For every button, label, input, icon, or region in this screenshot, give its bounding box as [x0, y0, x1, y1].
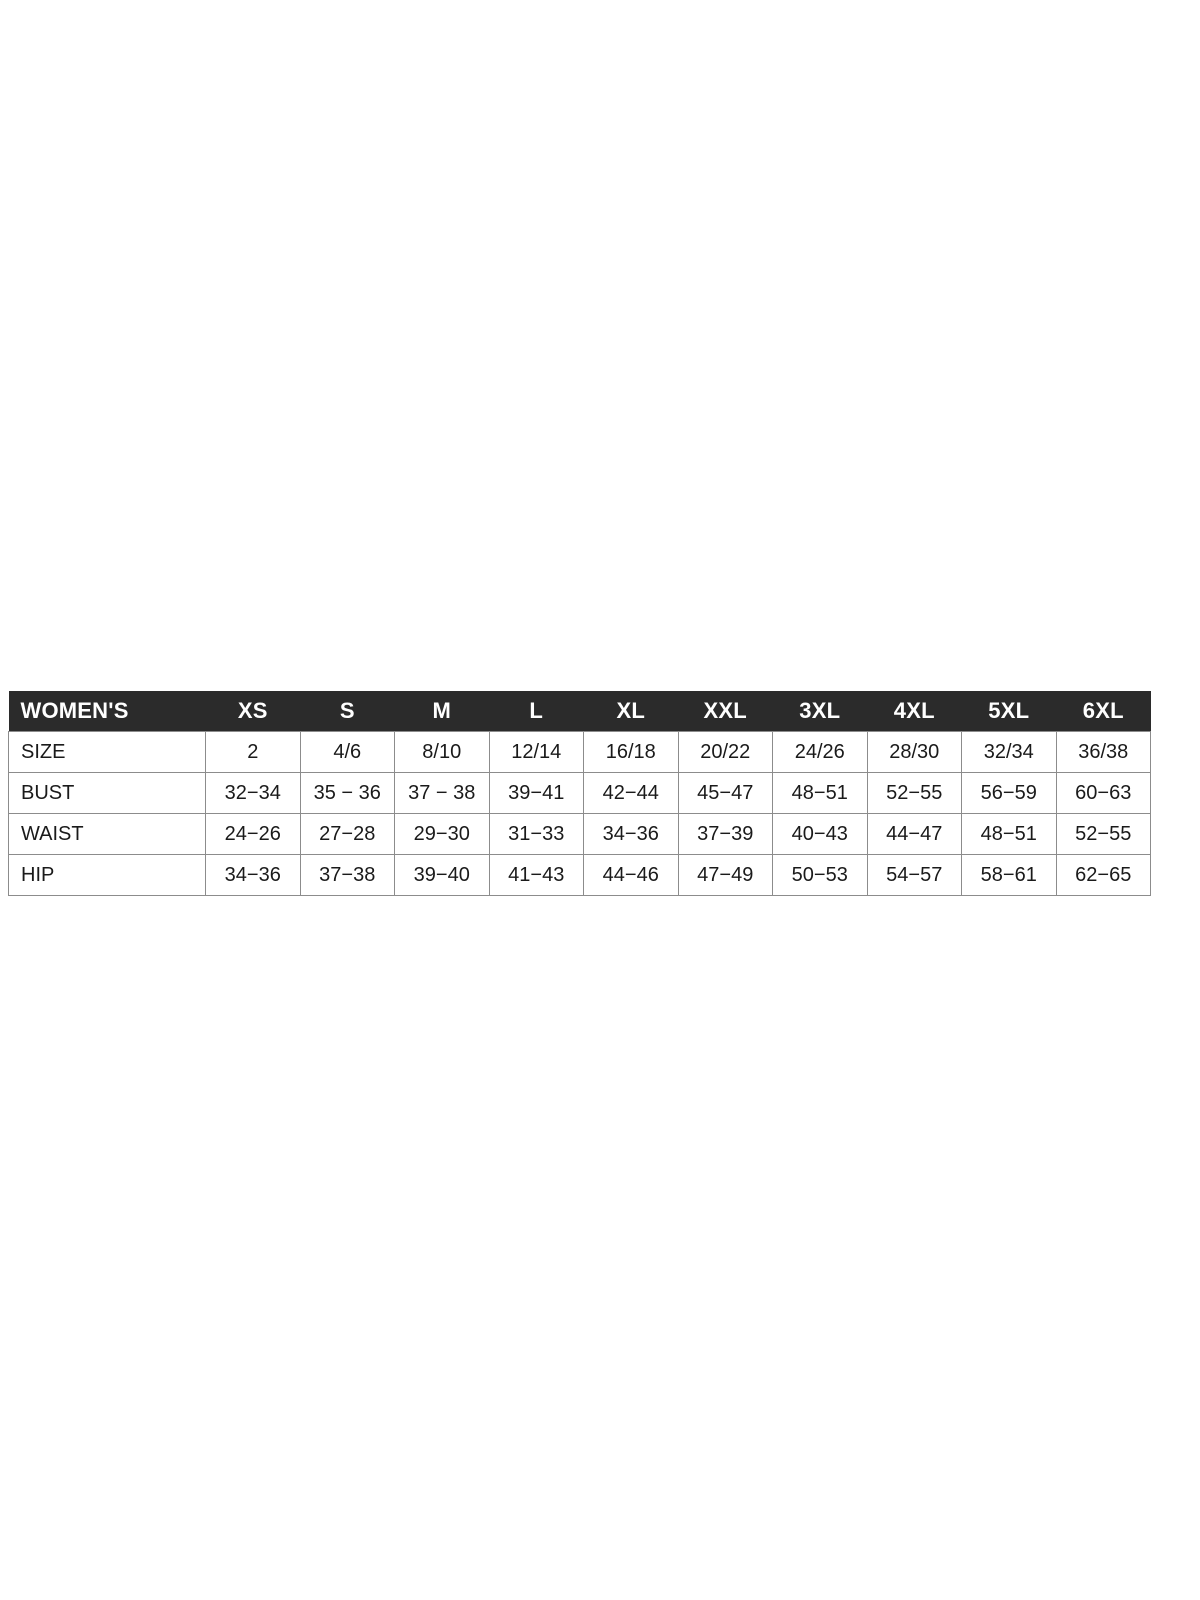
- cell-bust-m: 37 − 38: [394, 772, 490, 814]
- header-cell-s: S: [339, 698, 355, 723]
- cell-waist-xs: 24−26: [205, 813, 301, 855]
- header-cell-6xl: 6XL: [1082, 698, 1124, 723]
- table-row-waist: WAIST 24−26 27−28 29−30 31−33 34−36 37−3…: [8, 813, 1151, 855]
- cell-bust-5xl: 56−59: [961, 772, 1057, 814]
- cell-waist-6xl: 52−55: [1055, 813, 1151, 855]
- table-row-size: SIZE 2 4/6 8/10 12/14 16/18 20/22 24/26 …: [8, 731, 1151, 773]
- cell-size-4xl: 28/30: [866, 731, 962, 773]
- cell-bust-xxl: 45−47: [677, 772, 773, 814]
- row-label-hip: HIP: [8, 854, 206, 896]
- header-cell-xs: XS: [237, 698, 268, 723]
- cell-waist-s: 27−28: [299, 813, 395, 855]
- cell-hip-l: 41−43: [488, 854, 584, 896]
- row-label-waist: WAIST: [8, 813, 206, 855]
- header-cell-m: M: [432, 698, 452, 723]
- cell-hip-6xl: 62−65: [1055, 854, 1151, 896]
- cell-size-xxl: 20/22: [677, 731, 773, 773]
- cell-waist-xl: 34−36: [583, 813, 679, 855]
- row-label-bust: BUST: [8, 772, 206, 814]
- cell-bust-3xl: 48−51: [772, 772, 868, 814]
- cell-hip-xl: 44−46: [583, 854, 679, 896]
- cell-waist-3xl: 40−43: [772, 813, 868, 855]
- cell-bust-xl: 42−44: [583, 772, 679, 814]
- table-header: WOMEN'S XS S M L XL XXL 3XL 4XL 5XL 6XL: [8, 691, 1151, 732]
- cell-size-6xl: 36/38: [1055, 731, 1151, 773]
- cell-size-xs: 2: [205, 731, 301, 773]
- row-label-size: SIZE: [8, 731, 206, 773]
- header-cell-4xl: 4XL: [893, 698, 935, 723]
- cell-bust-4xl: 52−55: [866, 772, 962, 814]
- cell-size-s: 4/6: [299, 731, 395, 773]
- header-row: WOMEN'S XS S M L XL XXL 3XL 4XL 5XL 6XL: [8, 691, 1151, 732]
- cell-waist-4xl: 44−47: [866, 813, 962, 855]
- cell-size-xl: 16/18: [583, 731, 679, 773]
- cell-hip-5xl: 58−61: [961, 854, 1057, 896]
- cell-size-l: 12/14: [488, 731, 584, 773]
- cell-waist-5xl: 48−51: [961, 813, 1057, 855]
- cell-size-3xl: 24/26: [772, 731, 868, 773]
- cell-hip-3xl: 50−53: [772, 854, 868, 896]
- header-cell-5xl: 5XL: [988, 698, 1030, 723]
- cell-waist-xxl: 37−39: [677, 813, 773, 855]
- table-body: SIZE 2 4/6 8/10 12/14 16/18 20/22 24/26 …: [8, 731, 1151, 896]
- header-cell-xl: XL: [616, 698, 645, 723]
- cell-bust-s: 35 − 36: [299, 772, 395, 814]
- cell-waist-m: 29−30: [394, 813, 490, 855]
- header-cell-3xl: 3XL: [799, 698, 841, 723]
- womens-size-chart-table: WOMEN'S XS S M L XL XXL 3XL 4XL 5XL 6XL …: [8, 691, 1151, 896]
- cell-hip-xxl: 47−49: [677, 854, 773, 896]
- cell-bust-6xl: 60−63: [1055, 772, 1151, 814]
- cell-bust-xs: 32−34: [205, 772, 301, 814]
- table-row-bust: BUST 32−34 35 − 36 37 − 38 39−41 42−44 4…: [8, 772, 1151, 814]
- header-cell-womens: WOMEN'S: [20, 698, 129, 723]
- table-row-hip: HIP 34−36 37−38 39−40 41−43 44−46 47−49 …: [8, 854, 1151, 896]
- header-cell-xxl: XXL: [703, 698, 747, 723]
- header-cell-l: L: [529, 698, 544, 723]
- cell-bust-l: 39−41: [488, 772, 584, 814]
- cell-hip-xs: 34−36: [205, 854, 301, 896]
- cell-size-5xl: 32/34: [961, 731, 1057, 773]
- cell-hip-m: 39−40: [394, 854, 490, 896]
- cell-hip-s: 37−38: [299, 854, 395, 896]
- cell-waist-l: 31−33: [488, 813, 584, 855]
- cell-hip-4xl: 54−57: [866, 854, 962, 896]
- cell-size-m: 8/10: [394, 731, 490, 773]
